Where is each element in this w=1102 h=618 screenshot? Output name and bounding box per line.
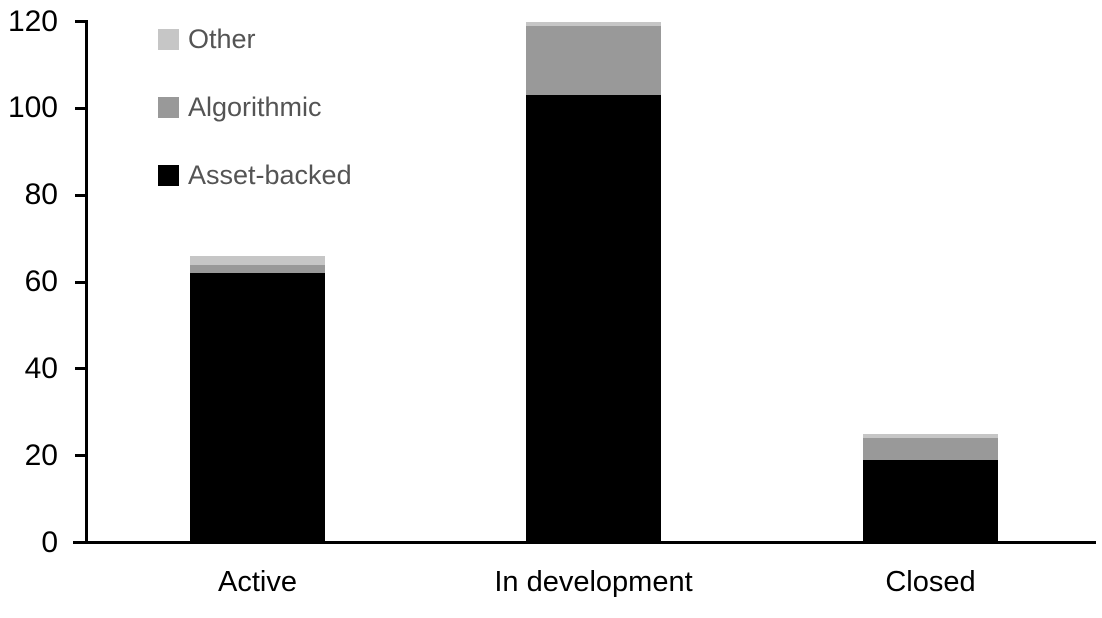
y-tick-label: 40	[24, 351, 58, 385]
legend-swatch	[158, 165, 179, 186]
legend-swatch	[158, 29, 179, 50]
bar-segment-algorithmic	[190, 264, 325, 274]
x-axis-line	[73, 541, 1096, 544]
y-axis-tick	[75, 367, 86, 371]
legend-swatch	[158, 97, 179, 118]
y-axis-tick	[75, 280, 86, 284]
bar-segment-asset-backed	[526, 95, 661, 543]
legend-item-other: Other	[158, 24, 256, 55]
x-category-label: Closed	[885, 566, 976, 598]
y-axis-tick	[75, 106, 86, 110]
y-tick-label: 0	[41, 525, 58, 559]
bar-segment-other	[863, 433, 998, 439]
y-axis-tick	[75, 454, 86, 458]
bar-segment-algorithmic	[863, 438, 998, 460]
x-category-label: Active	[218, 566, 297, 598]
legend-label: Asset-backed	[188, 160, 352, 190]
y-tick-label: 20	[24, 438, 58, 472]
y-tick-label: 60	[24, 265, 58, 298]
bar-segment-other	[190, 255, 325, 265]
y-axis-line	[85, 20, 88, 544]
y-tick-label: 80	[24, 178, 58, 212]
x-category-label: In development	[494, 566, 693, 598]
bar-segment-other	[526, 21, 661, 26]
legend-label: Other	[188, 24, 256, 54]
legend-item-asset-backed: Asset-backed	[158, 160, 352, 191]
bar-segment-asset-backed	[863, 460, 998, 543]
y-axis-tick	[75, 20, 86, 23]
bar-segment-asset-backed	[190, 273, 325, 543]
y-tick-label: 120	[7, 4, 58, 38]
legend-item-algorithmic: Algorithmic	[158, 92, 322, 123]
bar-segment-algorithmic	[526, 25, 661, 96]
legend-label: Algorithmic	[188, 92, 322, 122]
y-axis-tick	[75, 193, 86, 197]
y-tick-label: 100	[7, 91, 58, 125]
